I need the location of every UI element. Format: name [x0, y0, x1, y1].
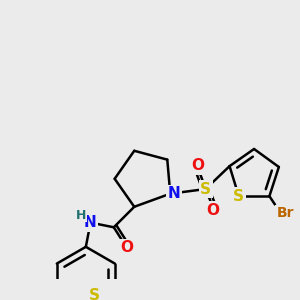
Text: O: O — [207, 203, 220, 218]
Text: Br: Br — [277, 206, 294, 220]
Text: O: O — [192, 158, 205, 173]
Text: H: H — [76, 209, 86, 222]
Text: O: O — [120, 240, 133, 255]
Text: S: S — [200, 182, 211, 196]
Text: S: S — [233, 189, 244, 204]
Text: N: N — [84, 215, 97, 230]
Text: N: N — [168, 186, 180, 201]
Text: S: S — [89, 288, 100, 300]
